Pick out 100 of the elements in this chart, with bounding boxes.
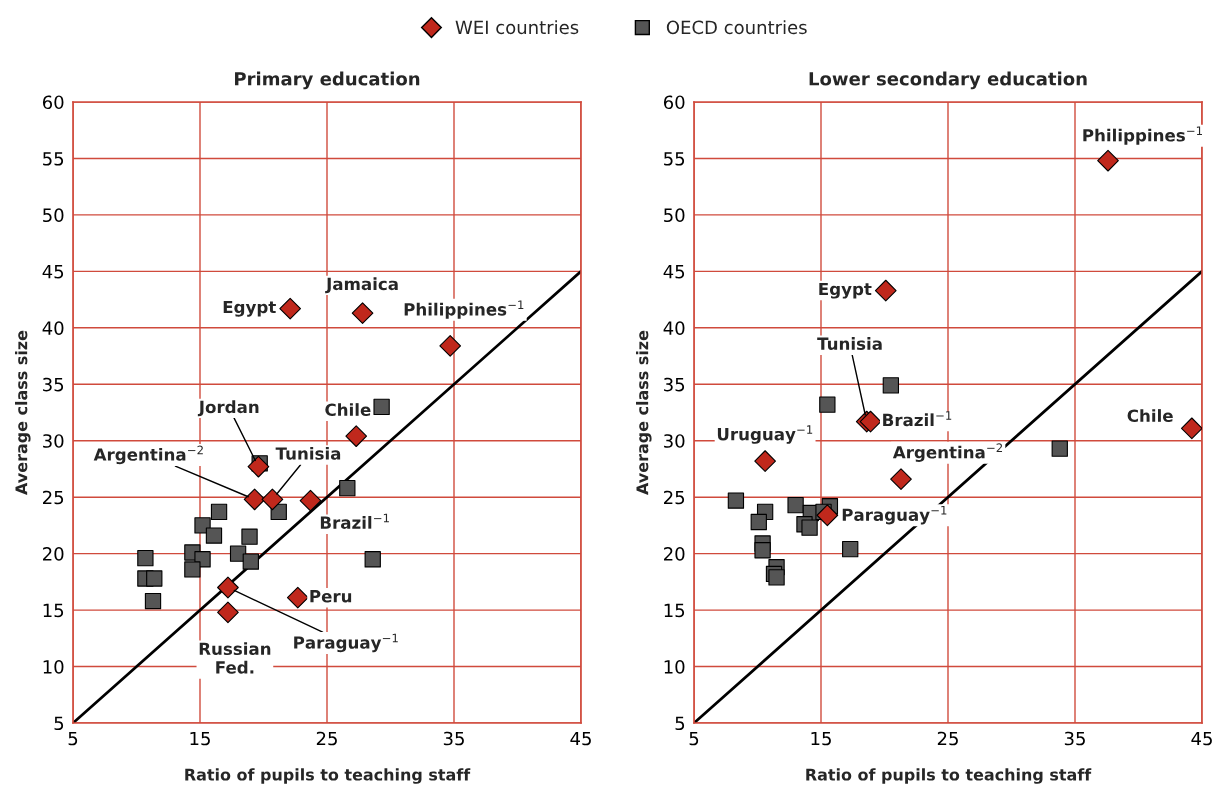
x-tick-label: 5 [68, 731, 78, 746]
chart-title: Lower secondary education [809, 71, 1087, 90]
y-tick-label: 15 [43, 603, 64, 618]
x-axis-title: Ratio of pupils to teaching staff [185, 768, 471, 784]
y-tick-label: 10 [43, 660, 64, 674]
x-tick-label: 5 [689, 731, 699, 746]
y-tick-label: 50 [43, 208, 64, 223]
annotation: Jamaica [325, 277, 398, 294]
point [1051, 440, 1068, 457]
point [217, 601, 239, 624]
annotation: Paraguay$^{−1}$ [294, 633, 398, 653]
y-tick-label: 5 [54, 716, 64, 731]
x-axis-title: Ratio of pupils to teaching staff [806, 768, 1092, 784]
annotation: Philippines$^{−1}$ [1083, 126, 1202, 145]
point [286, 586, 309, 609]
point [1180, 417, 1202, 440]
x-tick-label: 15 [190, 731, 210, 746]
annotation: Egypt [819, 282, 872, 299]
annotation: Russian Fed. [199, 642, 271, 674]
point [787, 496, 804, 514]
y-tick-label: 35 [43, 377, 64, 392]
point [754, 542, 771, 559]
point [241, 528, 258, 545]
y-tick-label: 20 [43, 547, 64, 561]
point [339, 479, 356, 497]
y-tick-label: 25 [664, 490, 685, 505]
annotation: Philippines$^{−1}$ [404, 300, 524, 319]
point [750, 513, 767, 531]
point [874, 279, 897, 302]
chart-title: Primary education [235, 71, 420, 90]
point [146, 570, 163, 587]
point [364, 551, 381, 568]
point [890, 468, 912, 490]
point [816, 504, 839, 527]
y-tick-label: 55 [664, 152, 685, 166]
annotation: Paraguay$^{−1}$ [842, 505, 947, 525]
point [299, 489, 322, 512]
y-tick-label: 30 [664, 434, 685, 448]
point [727, 492, 745, 509]
point [184, 561, 201, 578]
y-tick-label: 55 [43, 152, 64, 166]
point [144, 592, 162, 610]
y-tick-label: 50 [664, 208, 685, 223]
x-tick-label: 45 [570, 731, 591, 746]
point [194, 517, 211, 534]
annotation: Chile [325, 403, 371, 417]
annotation: Tunisia [817, 337, 882, 350]
annotation: Brazil$^{−1}$ [320, 513, 389, 529]
point [210, 503, 228, 521]
x-tick-label: 25 [937, 731, 958, 746]
annotation: Tunisia [275, 446, 341, 460]
y-tick-label: 45 [663, 265, 685, 279]
point [819, 396, 836, 413]
point [768, 569, 785, 586]
point [242, 553, 259, 570]
point [754, 450, 776, 472]
x-tick-label: 25 [316, 731, 337, 746]
y-tick-label: 45 [42, 265, 64, 279]
y-tick-label: 10 [664, 660, 685, 674]
x-tick-label: 35 [1064, 731, 1085, 746]
point [439, 335, 462, 357]
annotation: Brazil$^{−1}$ [883, 411, 952, 427]
y-tick-label: 60 [42, 95, 64, 110]
y-tick-label: 40 [663, 321, 685, 335]
annotation: Peru [310, 590, 352, 603]
annotation: Argentina$^{−2}$ [892, 443, 1003, 462]
annotation: Chile [1127, 409, 1173, 423]
annotation: Argentina$^{−2}$ [93, 445, 203, 465]
point [205, 527, 223, 544]
annotation: Jordan [197, 400, 259, 417]
point [1097, 149, 1119, 172]
y-tick-label: 40 [42, 321, 64, 335]
y-axis-title: Average class size [15, 330, 31, 495]
point [279, 297, 302, 320]
point [351, 302, 374, 324]
annotation: Egypt [223, 300, 276, 317]
y-tick-label: 30 [43, 434, 64, 448]
x-tick-label: 15 [811, 731, 831, 746]
y-tick-label: 5 [675, 716, 685, 731]
y-axis-title: Average class size [636, 330, 652, 495]
point [345, 425, 368, 448]
y-tick-label: 35 [664, 377, 685, 392]
y-tick-label: 20 [664, 547, 685, 561]
point [217, 576, 239, 599]
y-tick-label: 15 [664, 603, 685, 618]
point [137, 549, 154, 567]
point [801, 519, 818, 536]
point [261, 488, 284, 511]
point [373, 398, 390, 416]
legend-label: WEI countries [455, 20, 579, 35]
x-tick-label: 35 [443, 731, 464, 746]
x-tick-label: 45 [1191, 731, 1212, 746]
point [882, 377, 900, 394]
y-tick-label: 25 [43, 490, 64, 505]
annotation: Uruguay$^{−1}$ [717, 425, 813, 444]
point [842, 540, 859, 558]
legend-label: OECD countries [666, 20, 807, 35]
point [243, 488, 266, 511]
y-tick-label: 60 [663, 95, 685, 110]
point [247, 455, 270, 478]
